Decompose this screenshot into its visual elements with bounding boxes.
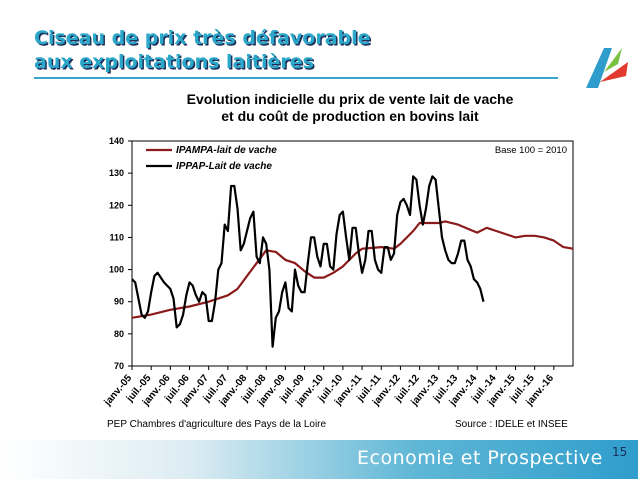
series-line-ippap — [131, 175, 485, 348]
y-tick-label: 90 — [114, 297, 124, 307]
page-number: 15 — [612, 445, 628, 459]
footer-source: Source : IDELE et INSEE — [455, 419, 568, 430]
chamber-logo-icon — [586, 48, 628, 88]
legend-label-ippap: IPPAP-Lait de vache — [176, 161, 272, 172]
slide-title-line1: Ciseau de prix très défavorable — [34, 27, 371, 49]
footer-band-label: Economie et Prospective — [357, 447, 603, 469]
chart-title: Evolution indicielle du prix de vente la… — [140, 91, 560, 125]
y-tick-label: 130 — [109, 168, 124, 178]
title-underline — [34, 77, 558, 79]
y-tick-label: 110 — [109, 232, 124, 242]
y-tick-label: 140 — [109, 136, 124, 146]
plot-frame — [131, 140, 574, 367]
y-tick-label: 100 — [109, 265, 124, 275]
chart-title-line2: et du coût de production en bovins lait — [221, 108, 479, 124]
y-tick-label: 120 — [109, 200, 124, 210]
series-line-ipampa — [131, 220, 574, 319]
y-tick-label: 70 — [114, 361, 124, 371]
slide-title-line2: aux exploitations laitières — [34, 51, 314, 73]
y-tick-label: 80 — [114, 329, 124, 339]
slide-title: Ciseau de prix très défavorable aux expl… — [34, 26, 434, 74]
chart-title-line1: Evolution indicielle du prix de vente la… — [186, 91, 514, 107]
footer-credit: PEP Chambres d'agriculture des Pays de l… — [107, 419, 327, 430]
legend-label-ipampa: IPAMPA-lait de vache — [176, 145, 277, 156]
footer-band — [0, 440, 638, 479]
price-index-chart: 708090100110120130140janv.-05juil.-05jan… — [102, 136, 574, 409]
base-annotation: Base 100 = 2010 — [495, 145, 567, 156]
